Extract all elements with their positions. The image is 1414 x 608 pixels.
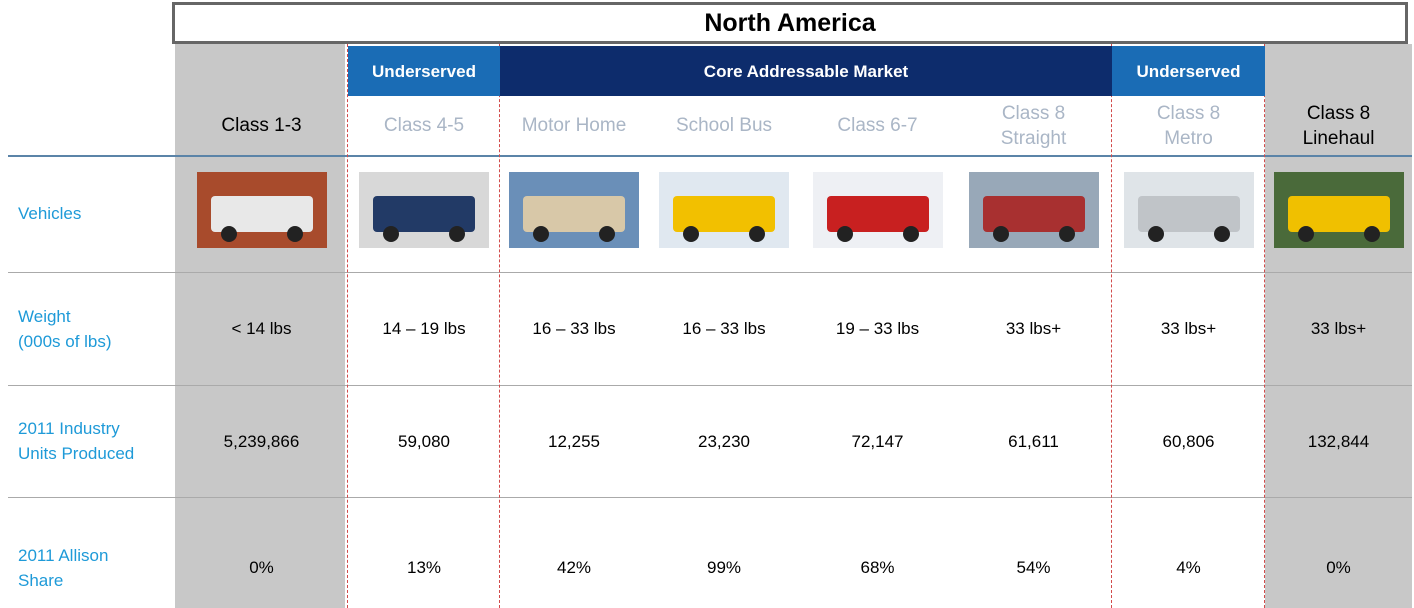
row-rule xyxy=(8,272,1412,273)
weight-cell: 33 lbs+ xyxy=(1005,319,1062,338)
column-header: Class 8 Metro xyxy=(1156,102,1221,149)
column-header: Class 1-3 xyxy=(221,115,302,136)
dashed-line xyxy=(499,44,500,608)
share-cell: 4% xyxy=(1176,558,1201,577)
column-header: Class 8 Straight xyxy=(1000,102,1067,149)
units-cell: 72,147 xyxy=(851,431,904,451)
units-cell: 60,806 xyxy=(1162,431,1215,451)
share-cell: 42% xyxy=(556,558,592,577)
row-rule xyxy=(8,497,1412,498)
row-label: Weight (000s of lbs) xyxy=(18,306,112,351)
vehicle-image xyxy=(359,172,489,248)
weight-cell: 16 – 33 lbs xyxy=(532,319,616,338)
column-header: Motor Home xyxy=(521,115,627,136)
weight-cell: 19 – 33 lbs xyxy=(835,319,920,338)
vehicle-image xyxy=(1123,172,1254,248)
share-cell: 68% xyxy=(860,558,895,577)
row-label: 2011 Industry Units Produced xyxy=(18,419,135,463)
gray-column xyxy=(1265,44,1412,608)
units-cell: 132,844 xyxy=(1307,431,1370,451)
column-header: Class 4-5 xyxy=(383,115,465,136)
group-header: Core Addressable Market xyxy=(500,46,1112,96)
group-header: Underserved xyxy=(348,46,500,96)
share-cell: 13% xyxy=(406,558,442,577)
vehicle-image xyxy=(509,172,639,248)
weight-cell: 16 – 33 lbs xyxy=(682,319,766,338)
weight-cell: 33 lbs+ xyxy=(1160,319,1217,338)
dashed-line xyxy=(1264,44,1265,608)
units-cell: 23,230 xyxy=(698,431,750,451)
gray-column xyxy=(175,44,345,608)
vehicle-image xyxy=(1273,172,1404,248)
vehicle-image xyxy=(968,172,1099,248)
group-header: Underserved xyxy=(1112,46,1265,96)
dashed-line xyxy=(347,44,348,608)
units-cell: 59,080 xyxy=(398,431,450,451)
column-header: School Bus xyxy=(675,115,773,136)
share-cell: 54% xyxy=(1016,558,1051,577)
column-header: Class 8 Linehaul xyxy=(1302,102,1375,149)
row-rule xyxy=(8,385,1412,386)
units-cell: 61,611 xyxy=(1008,431,1059,451)
row-label: 2011 Allison Share xyxy=(18,545,109,590)
weight-cell: 33 lbs+ xyxy=(1310,319,1367,338)
row-label: Vehicles xyxy=(18,204,82,223)
units-cell: 5,239,866 xyxy=(223,431,300,451)
vehicle-image xyxy=(812,172,943,248)
units-cell: 12,255 xyxy=(548,431,600,451)
column-header: Class 6-7 xyxy=(837,115,918,136)
vehicle-image xyxy=(659,172,789,248)
weight-cell: < 14 lbs xyxy=(231,319,292,338)
dashed-line xyxy=(1111,44,1112,608)
share-cell: 0% xyxy=(249,558,274,577)
header-rule xyxy=(8,155,1412,157)
share-cell: 0% xyxy=(1326,558,1351,577)
title: North America xyxy=(172,2,1408,44)
share-cell: 99% xyxy=(706,558,742,577)
weight-cell: 14 – 19 lbs xyxy=(382,319,466,338)
vehicle-image xyxy=(196,172,327,248)
